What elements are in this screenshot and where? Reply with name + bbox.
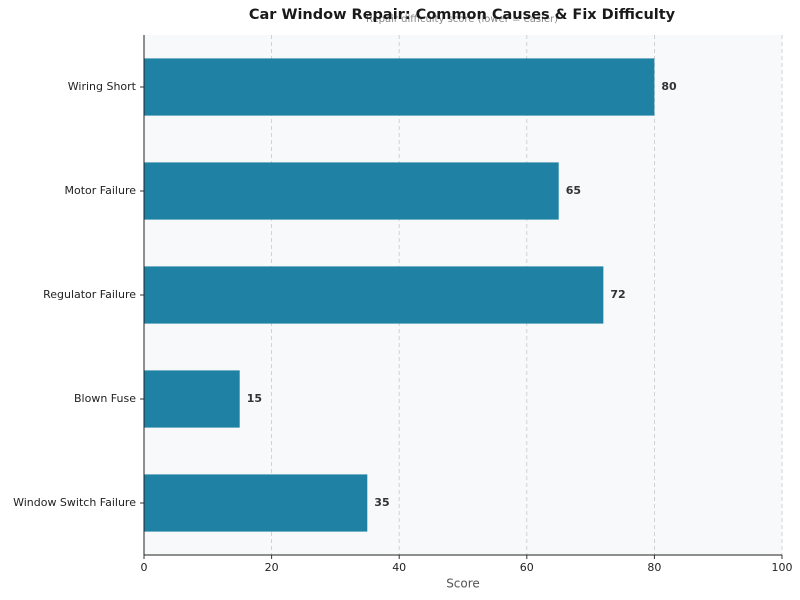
bar	[144, 58, 655, 116]
x-axis-label: Score	[446, 577, 480, 591]
value-label: 15	[247, 392, 262, 405]
y-tick-label: Window Switch Failure	[13, 496, 136, 509]
y-tick-label: Wiring Short	[68, 80, 137, 93]
x-tick-label: 80	[647, 561, 661, 574]
chart-title: Car Window Repair: Common Causes & Fix D…	[249, 7, 676, 23]
value-label: 35	[374, 496, 389, 509]
x-tick-label: 40	[392, 561, 406, 574]
x-tick-label: 100	[772, 561, 793, 574]
bar	[144, 162, 559, 220]
y-tick-label: Regulator Failure	[43, 288, 136, 301]
x-tick-label: 60	[520, 561, 534, 574]
value-label: 80	[661, 80, 677, 93]
bar	[144, 266, 604, 324]
x-tick-label: 0	[141, 561, 148, 574]
bar	[144, 370, 240, 428]
y-tick-label: Blown Fuse	[74, 392, 136, 405]
value-label: 72	[610, 288, 625, 301]
x-tick-label: 20	[265, 561, 279, 574]
value-label: 65	[566, 184, 581, 197]
chart-subtitle: Repair difficulty score (lower = easier)	[366, 14, 558, 25]
bar	[144, 474, 368, 532]
y-tick-label: Motor Failure	[65, 184, 137, 197]
